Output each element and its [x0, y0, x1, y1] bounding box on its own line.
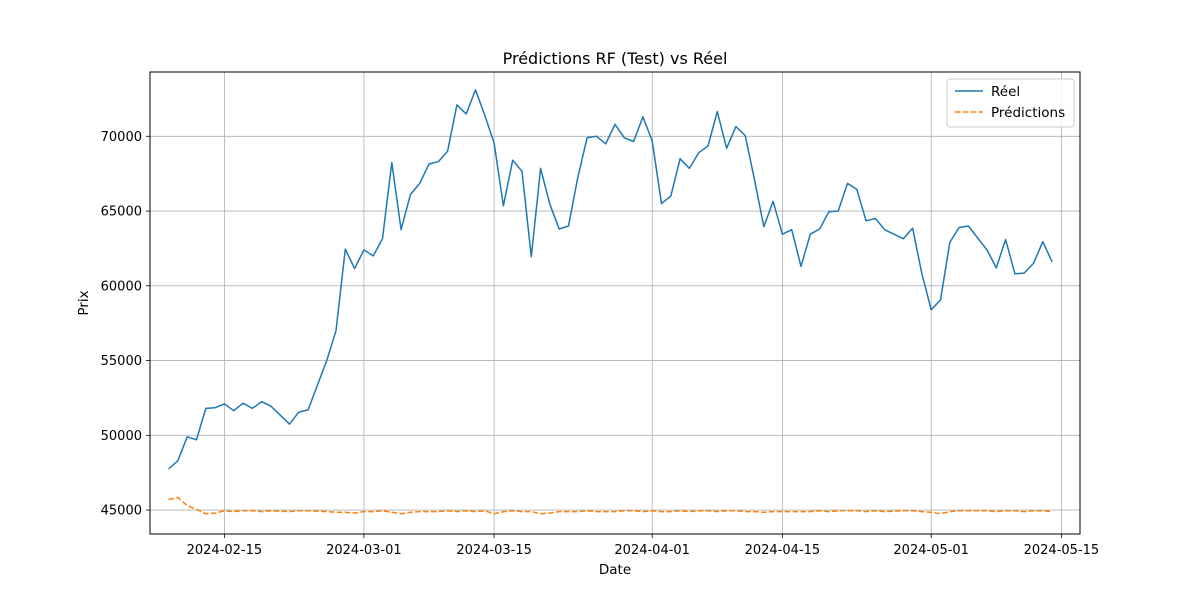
y-tick-label: 65000: [101, 205, 142, 220]
series-line-reel: [168, 89, 1053, 470]
x-tick-label: 2024-05-01: [893, 543, 969, 558]
x-axis: 2024-02-15 2024-03-01 2024-03-15 2024-04-01…: [187, 534, 1100, 558]
y-tick-label: 60000: [101, 279, 142, 294]
y-tick-label: 70000: [101, 130, 142, 145]
legend-label-reel: Réel: [991, 84, 1020, 100]
series-line-predictions: [168, 496, 1053, 515]
y-axis: 45000 50000 55000 60000 65000 70000: [101, 130, 150, 519]
y-tick-label: 45000: [101, 504, 142, 519]
x-tick-label: 2024-02-15: [187, 543, 263, 558]
legend-label-predictions: Prédictions: [991, 105, 1065, 121]
y-tick-label: 50000: [101, 429, 142, 444]
x-tick-label: 2024-03-15: [456, 543, 532, 558]
grid: [150, 72, 1080, 534]
series-layer: [168, 89, 1053, 515]
x-tick-label: 2024-03-01: [326, 543, 402, 558]
x-tick-label: 2024-05-15: [1024, 543, 1100, 558]
x-tick-label: 2024-04-15: [745, 543, 821, 558]
chart-title: Prédictions RF (Test) vs Réel: [503, 49, 728, 68]
axes-frame: [149, 71, 1081, 535]
legend: Réel Prédictions: [946, 78, 1075, 128]
x-axis-label: Date: [599, 562, 631, 578]
x-tick-label: 2024-04-01: [614, 543, 690, 558]
y-tick-label: 55000: [101, 354, 142, 369]
y-axis-label: Prix: [76, 290, 92, 315]
